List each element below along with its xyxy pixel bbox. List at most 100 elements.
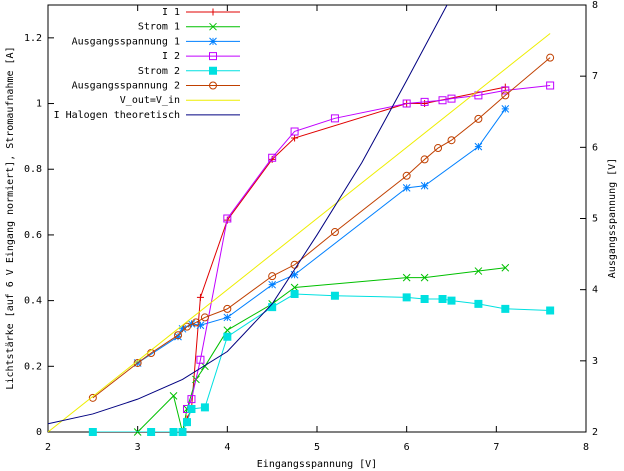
marker <box>420 155 429 164</box>
marker <box>268 272 277 281</box>
marker <box>187 319 196 328</box>
marker <box>447 136 456 145</box>
marker <box>546 53 555 62</box>
marker <box>88 393 97 402</box>
legend-label: Strom 2 <box>138 66 180 77</box>
legend-label: I Halogen theoretisch <box>54 110 180 121</box>
marker <box>178 324 187 333</box>
series-line <box>186 84 551 410</box>
x-tick-label: 8 <box>583 442 589 453</box>
marker <box>546 306 555 315</box>
legend-label: I 1 <box>162 7 180 18</box>
marker <box>438 294 447 303</box>
marker <box>133 358 142 367</box>
marker <box>187 395 196 404</box>
marker <box>223 214 232 223</box>
marker <box>402 171 411 180</box>
y2-tick-label: 6 <box>592 142 598 153</box>
marker <box>402 293 411 302</box>
marker <box>191 318 200 327</box>
marker <box>420 294 429 303</box>
marker <box>290 270 299 279</box>
marker <box>223 313 232 322</box>
marker <box>223 304 232 313</box>
marker <box>402 184 411 192</box>
y-axis-label: Lichtstärke [auf 6 V Eingang normiert], … <box>5 46 16 389</box>
marker <box>169 428 178 436</box>
marker <box>196 355 205 364</box>
marker <box>209 66 217 75</box>
marker <box>209 37 217 46</box>
y-tick-label: 0.2 <box>24 361 42 372</box>
marker <box>447 296 456 305</box>
series <box>48 33 551 432</box>
marker <box>268 153 277 162</box>
marker <box>182 418 191 427</box>
series-line <box>92 293 551 432</box>
y2-tick-label: 7 <box>592 71 598 82</box>
x-tick-label: 3 <box>135 442 141 453</box>
marker <box>447 94 456 103</box>
marker <box>501 91 510 100</box>
y-tick-label: 0.4 <box>24 296 42 307</box>
y2-tick-label: 8 <box>592 0 598 11</box>
x-tick-label: 2 <box>45 442 51 453</box>
series-line <box>48 33 551 432</box>
marker <box>147 349 156 357</box>
y2-tick-label: 2 <box>592 427 598 438</box>
series <box>48 5 448 425</box>
legend-label: V_out=V_in <box>120 95 180 106</box>
legend-label: Ausgangsspannung 1 <box>72 36 180 47</box>
marker <box>402 99 411 108</box>
marker <box>501 105 510 113</box>
marker <box>501 304 510 313</box>
series <box>92 57 551 399</box>
marker <box>330 291 339 300</box>
legend-label: Ausgangsspannung 2 <box>72 81 180 92</box>
marker <box>178 428 187 436</box>
marker <box>290 290 299 299</box>
x-axis-label: Eingangsspannung [V] <box>257 459 377 470</box>
marker <box>174 332 182 341</box>
marker <box>223 332 232 341</box>
legend-label: Strom 1 <box>138 22 180 33</box>
y-tick-label: 1.2 <box>24 33 42 44</box>
marker <box>474 114 483 123</box>
y2-tick-label: 5 <box>592 214 598 225</box>
y-tick-label: 0.6 <box>24 230 42 241</box>
marker <box>88 428 97 436</box>
series-line <box>48 5 448 425</box>
marker <box>196 321 205 330</box>
marker <box>474 142 483 151</box>
marker <box>196 293 204 301</box>
y2-tick-label: 4 <box>592 285 598 296</box>
marker <box>290 127 299 136</box>
marker <box>501 263 510 272</box>
y2-tick-label: 3 <box>592 356 598 367</box>
series <box>92 293 551 432</box>
marker <box>546 81 555 90</box>
marker <box>474 91 483 100</box>
marker <box>268 280 277 289</box>
y-tick-label: 0 <box>36 427 42 438</box>
x-tick-label: 7 <box>493 442 499 453</box>
marker <box>330 228 339 237</box>
marker <box>474 299 483 308</box>
marker <box>402 273 411 282</box>
marker <box>147 428 156 436</box>
marker <box>434 144 443 153</box>
marker <box>209 81 218 90</box>
marker <box>200 313 209 322</box>
x-tick-label: 5 <box>314 442 320 453</box>
y2-axis-label: Ausgangsspannung [V] <box>607 158 618 278</box>
x-tick-label: 6 <box>404 442 410 453</box>
x-tick-label: 4 <box>224 442 230 453</box>
legend-label: I 2 <box>162 51 180 62</box>
marker <box>223 326 232 335</box>
marker <box>438 96 447 105</box>
marker <box>420 273 429 282</box>
marker <box>474 267 483 275</box>
